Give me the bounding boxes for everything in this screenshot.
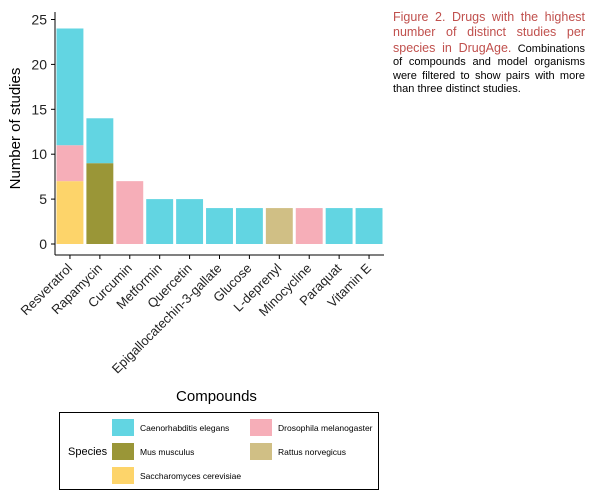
legend-title: Species [68,446,108,458]
legend-item-drosophila-melanogaster: Drosophila melanogaster [250,419,373,436]
legend-label: Saccharomyces cerevisiae [140,470,242,481]
legend-item-caenorhabditis-elegans: Caenorhabditis elegans [112,419,229,436]
bar-segment [56,145,84,182]
bar-segment [235,208,263,244]
caption-lead: Figure 2. Drugs with the highest number … [393,10,585,55]
legend-label: Mus musculus [140,446,195,457]
bar-segment [116,181,144,244]
legend-swatch [112,443,134,460]
legend-swatch [112,467,134,484]
bar-segment [146,199,174,244]
stacked-bar-chart: 0510152025ResveratrolRapamycinCurcuminMe… [7,12,384,405]
figure-caption: Figure 2. Drugs with the highest number … [393,10,585,96]
y-tick-label: 0 [39,236,47,252]
legend-label: Rattus norvegicus [278,446,347,457]
legend-label: Drosophila melanogaster [278,422,373,433]
bar-segment [325,208,353,244]
y-tick-label: 25 [31,12,47,28]
caption-body: Combinations of compounds and model orga… [393,42,585,96]
legend-swatch [250,419,272,436]
bar-segment [86,163,114,244]
legend-label: Caenorhabditis elegans [140,422,230,433]
bars-layer [56,28,383,244]
y-tick-label: 15 [31,101,47,117]
legend: Species Caenorhabditis elegans Drosophil… [59,412,379,490]
x-axis-title: Compounds [176,388,257,405]
legend-item-rattus-norvegicus: Rattus norvegicus [250,443,346,460]
legend-item-saccharomyces-cerevisiae: Saccharomyces cerevisiae [112,467,241,484]
bar-segment [86,118,114,164]
y-tick-label: 20 [31,56,47,72]
bar-segment [295,208,323,244]
legend-swatch [112,419,134,436]
bar-segment [56,28,84,146]
y-tick-label: 10 [31,146,47,162]
bar-segment [56,181,84,244]
y-tick-label: 5 [39,191,47,207]
bar-segment [206,208,233,244]
legend-swatch [250,443,272,460]
bar-segment [265,208,293,244]
legend-item-mus-musculus: Mus musculus [112,443,194,460]
y-axis-title: Number of studies [7,68,24,190]
bar-segment [176,199,204,244]
bar-segment [355,208,383,244]
